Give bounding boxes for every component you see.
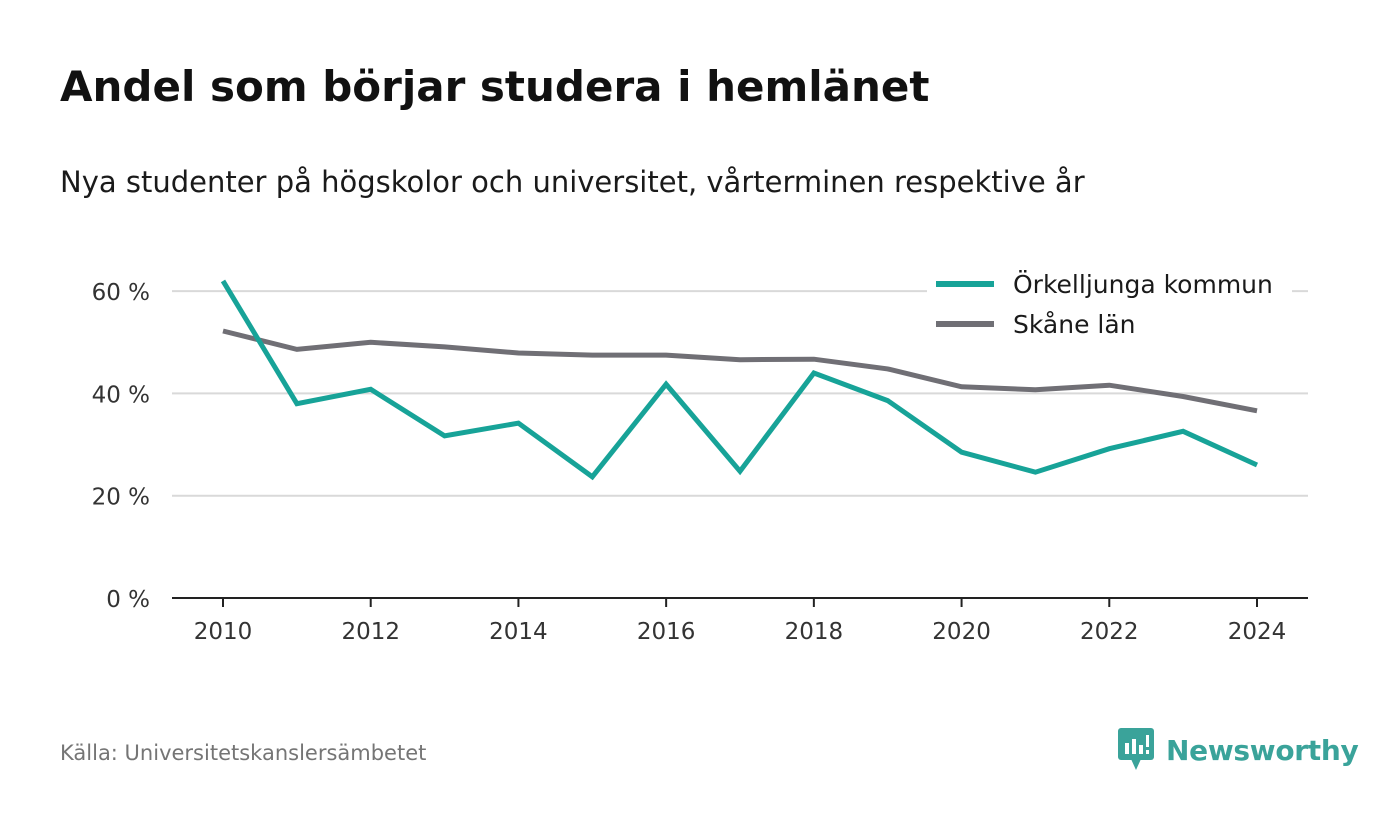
- source-note: Källa: Universitetskanslersämbetet: [60, 741, 427, 765]
- series-line-orkelljunga: [220, 279, 1259, 481]
- brand-logo[interactable]: Newsworthy: [1118, 727, 1359, 773]
- y-tick-label: 40 %: [92, 382, 150, 408]
- x-tick-label: 2024: [1228, 619, 1287, 645]
- brand-name: Newsworthy: [1166, 733, 1359, 767]
- x-tick-label: 2012: [341, 619, 400, 645]
- series-line-skane: [222, 328, 1258, 414]
- x-tick-label: 2010: [194, 619, 253, 645]
- y-tick-label: 0 %: [106, 587, 150, 613]
- legend-label: Örkelljunga kommun: [1013, 270, 1273, 299]
- y-tick-label: 60 %: [92, 280, 150, 306]
- legend-label: Skåne län: [1013, 310, 1136, 339]
- x-axis: 0 % 20 % 40 % 60 % 2010 2012 2014 2016 2018 2020 2…: [92, 280, 1308, 645]
- x-tick-label: 2016: [637, 619, 696, 645]
- x-tick-label: 2020: [932, 619, 991, 645]
- x-tick-label: 2018: [785, 619, 844, 645]
- legend-background: [927, 262, 1292, 348]
- y-tick-label: 20 %: [92, 485, 150, 511]
- chart-title: Andel som börjar studera i hemlänet: [60, 62, 930, 111]
- x-tick-label: 2022: [1080, 619, 1139, 645]
- series-lines: [220, 279, 1259, 481]
- legend: Örkelljunga kommun Skåne län: [927, 262, 1292, 348]
- chart-subtitle: Nya studenter på högskolor och universit…: [60, 165, 1085, 199]
- newsworthy-logo-icon: [1118, 728, 1154, 770]
- x-tick-label: 2014: [489, 619, 548, 645]
